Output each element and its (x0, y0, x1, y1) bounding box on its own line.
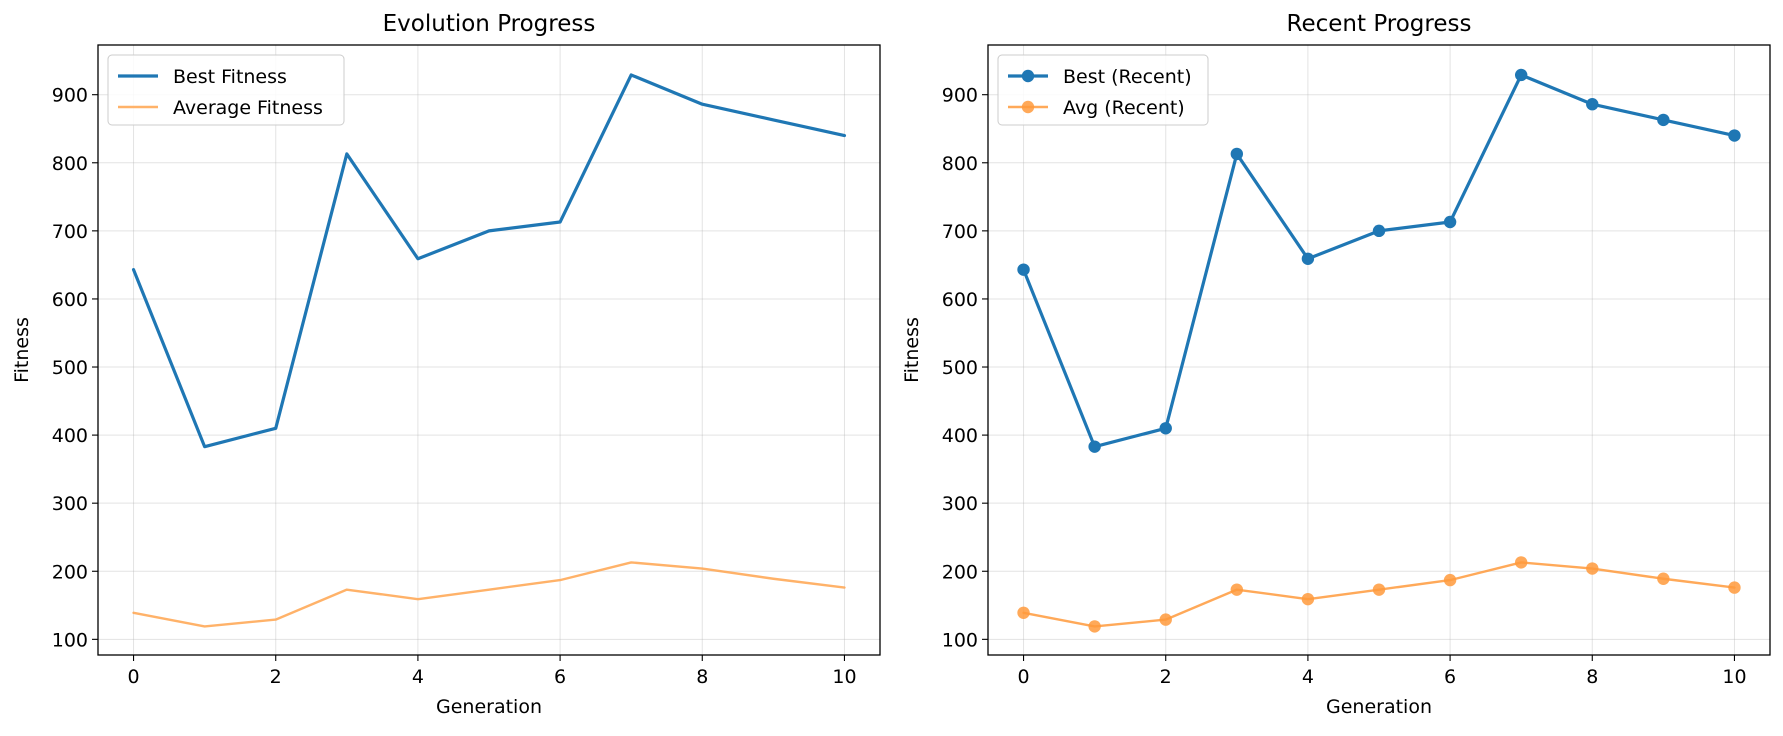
x-tick-label: 10 (1722, 666, 1746, 688)
y-tick-label: 700 (942, 221, 978, 243)
y-tick-label: 100 (942, 629, 978, 651)
x-tick-label: 6 (1444, 666, 1456, 688)
y-tick-label: 800 (942, 153, 978, 175)
y-tick-label: 100 (52, 629, 88, 651)
x-axis-label: Generation (1326, 696, 1432, 718)
x-tick-label: 2 (1160, 666, 1172, 688)
legend: Best (Recent) Avg (Recent) (997, 54, 1209, 126)
y-tick-label: 400 (52, 425, 88, 447)
data-point (1514, 68, 1528, 82)
data-point (1159, 422, 1172, 435)
data-point (1301, 592, 1315, 606)
y-tick-label: 900 (942, 85, 978, 107)
plot-frame (987, 44, 1771, 656)
y-tick-label: 600 (52, 289, 88, 311)
legend-label: Average Fitness (173, 97, 323, 119)
data-point (1230, 583, 1244, 596)
x-tick-label: 10 (832, 666, 856, 688)
y-axis-label: Fitness (901, 317, 923, 383)
y-tick-label: 600 (942, 289, 978, 311)
data-point (1088, 440, 1101, 453)
x-tick-label: 0 (127, 666, 139, 688)
data-point (1017, 263, 1030, 276)
legend-label: Best Fitness (173, 66, 287, 88)
x-tick-label: 4 (1302, 666, 1314, 688)
chart-title: Evolution Progress (383, 11, 596, 37)
data-point (1728, 581, 1741, 594)
x-tick-label: 0 (1017, 666, 1029, 688)
y-tick-label: 400 (942, 425, 978, 447)
data-point (1514, 556, 1528, 569)
plot-frame (97, 44, 881, 656)
data-point (1159, 613, 1172, 626)
data-point (1586, 562, 1599, 575)
y-axis-label: Fitness (11, 317, 33, 383)
legend: Best Fitness Average Fitness (107, 54, 345, 126)
y-tick-label: 200 (942, 561, 978, 583)
data-point (1657, 113, 1670, 127)
legend-box (107, 54, 345, 126)
data-point (1301, 252, 1315, 265)
data-point (1443, 573, 1457, 587)
y-tick-label: 300 (942, 493, 978, 515)
data-point (1372, 224, 1386, 238)
y-tick-label: 300 (52, 493, 88, 515)
legend-marker (1021, 100, 1035, 114)
data-point (1586, 98, 1599, 111)
chart-title: Recent Progress (1287, 11, 1472, 37)
left-chart: 0 2 4 6 8 10 100 200 300 400 500 600 700 800 900 Evolut… (11, 11, 881, 718)
y-tick-label: 900 (52, 85, 88, 107)
data-point (1088, 620, 1101, 633)
y-tick-label: 700 (52, 221, 88, 243)
data-point (1728, 129, 1741, 142)
y-tick-label: 800 (52, 153, 88, 175)
x-tick-label: 8 (696, 666, 708, 688)
data-point (1657, 572, 1670, 585)
legend-label: Avg (Recent) (1063, 97, 1185, 119)
legend-marker (1021, 69, 1035, 83)
x-tick-label: 8 (1586, 666, 1598, 688)
right-chart: 0 2 4 6 8 10 100 200 300 400 500 600 700 800 900 Recent… (901, 11, 1771, 718)
y-tick-label: 500 (52, 357, 88, 379)
series-line-1 (132, 561, 846, 628)
x-axis-label: Generation (436, 696, 542, 718)
x-tick-label: 2 (270, 666, 282, 688)
data-point (1443, 215, 1457, 229)
x-tick-label: 4 (412, 666, 424, 688)
data-point (1017, 606, 1030, 619)
x-tick-label: 6 (554, 666, 566, 688)
data-point (1230, 147, 1244, 161)
y-tick-label: 200 (52, 561, 88, 583)
legend-box (997, 54, 1209, 126)
legend-label: Best (Recent) (1063, 66, 1192, 88)
series-line-0 (131, 73, 847, 449)
y-tick-label: 500 (942, 357, 978, 379)
data-point (1372, 583, 1386, 596)
